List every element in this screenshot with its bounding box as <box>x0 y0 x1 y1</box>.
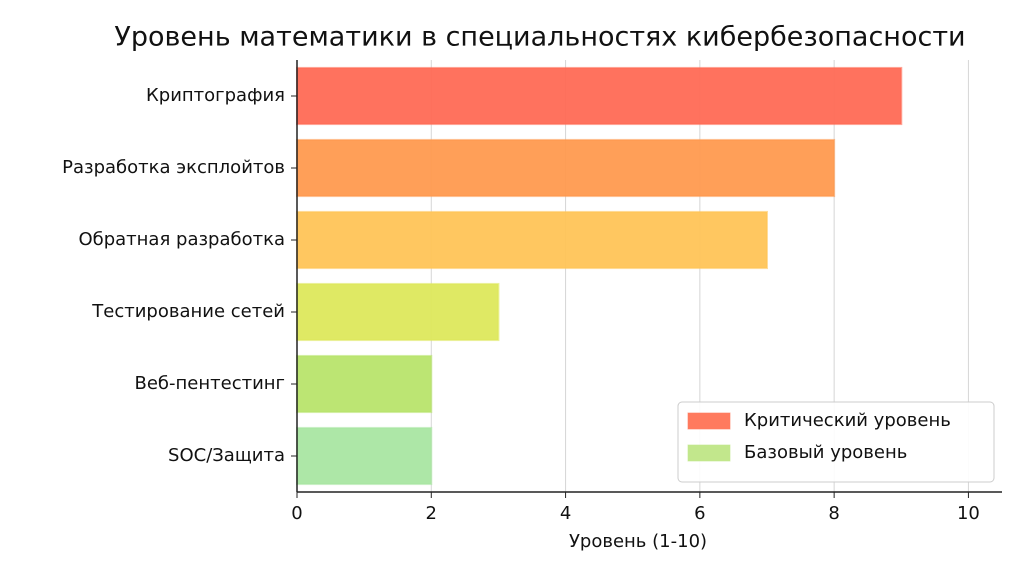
legend-swatch <box>687 412 731 430</box>
y-tick-label: Криптография <box>146 85 285 106</box>
y-tick-label: Разработка эксплойтов <box>62 157 285 178</box>
y-tick-label: Веб-пентестинг <box>135 373 286 394</box>
bar <box>296 354 433 414</box>
legend-label: Базовый уровень <box>744 442 907 463</box>
x-tick-label: 2 <box>426 503 437 524</box>
x-axis-label: Уровень (1-10) <box>569 531 707 552</box>
bar <box>296 138 836 198</box>
y-tick-label: Тестирование сетей <box>91 301 285 322</box>
bar <box>296 66 903 126</box>
legend-swatch <box>687 444 731 462</box>
chart-title: Уровень математики в специальностях кибе… <box>114 22 965 53</box>
legend-box <box>677 401 995 483</box>
bar <box>296 210 768 270</box>
legend-label: Критический уровень <box>744 410 951 431</box>
x-tick-label: 0 <box>291 503 302 524</box>
x-tick-label: 8 <box>828 503 839 524</box>
bar <box>296 426 433 486</box>
bar <box>296 282 500 342</box>
y-tick-label: Обратная разработка <box>78 229 285 250</box>
x-tick-label: 4 <box>560 503 571 524</box>
y-tick-label: SOC/Защита <box>168 445 285 466</box>
x-tick-label: 10 <box>957 503 980 524</box>
x-tick-label: 6 <box>694 503 705 524</box>
